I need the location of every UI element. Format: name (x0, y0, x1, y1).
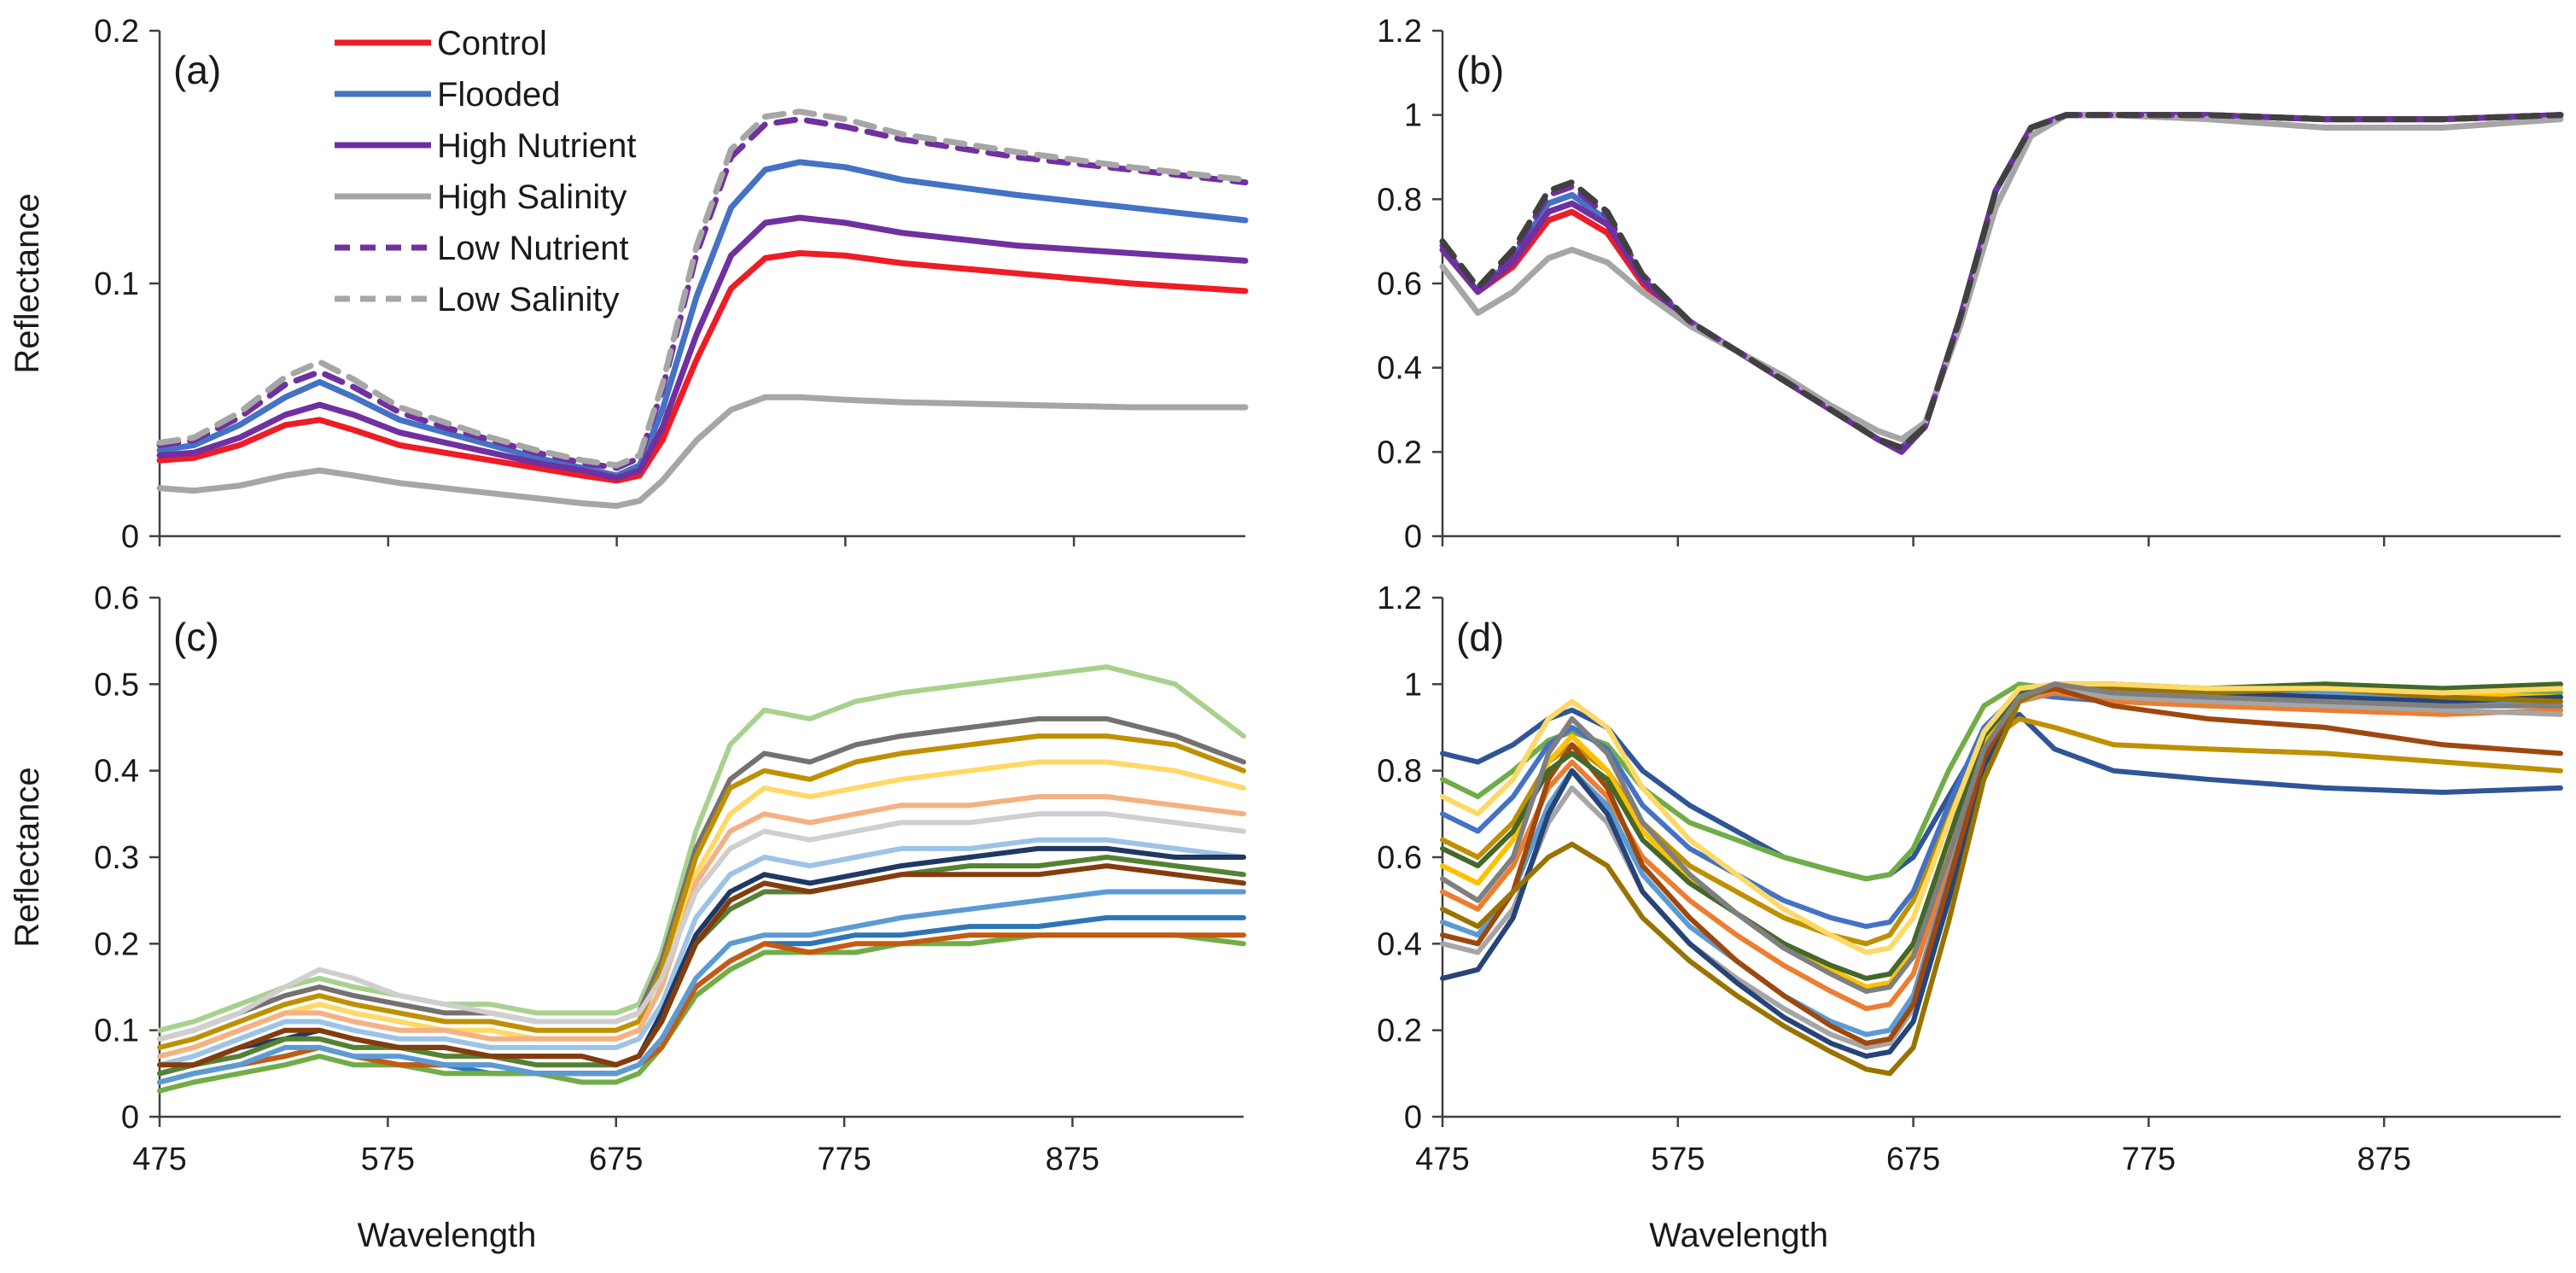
legend-label: High Salinity (437, 178, 627, 216)
series-line-low-salinity (1439, 112, 2564, 451)
series-line-sample-8 (1440, 686, 2563, 1050)
panel-label: (b) (1456, 48, 1504, 92)
panel-label: (d) (1456, 615, 1504, 659)
y-tick-label: 0.6 (1377, 840, 1422, 876)
x-tick-label: 775 (817, 1142, 871, 1177)
legend-label: Flooded (437, 76, 561, 114)
series-line-sample-1 (157, 664, 1246, 1033)
y-tick-label: 0.2 (94, 926, 139, 962)
series-line-sample-14 (1440, 681, 2563, 995)
series-line-sample-5 (157, 794, 1246, 1060)
y-tick-label: 0 (121, 1100, 139, 1136)
x-tick-label: 475 (132, 1142, 186, 1177)
x-tick-label: 475 (1415, 1142, 1469, 1177)
y-tick-label: 0.4 (1377, 351, 1422, 387)
panel-b: 0 0.2 0.4 0.6 0.8 1 1.2 (b) (1377, 14, 2564, 555)
x-tick-label: 575 (361, 1142, 415, 1177)
series-line-sample-14 (157, 889, 1246, 1085)
x-axis-label: Wavelength (358, 1217, 537, 1254)
series-line-sample-3 (157, 733, 1246, 1050)
y-tick-label: 0.8 (1377, 754, 1422, 790)
series-line-sample-11 (1440, 681, 2563, 1077)
legend: Control Flooded High Nutrient High Salinity… (335, 25, 636, 318)
y-tick-label: 0 (1404, 1100, 1422, 1136)
y-tick-label: 1 (1404, 667, 1422, 703)
y-tick-label: 0.2 (1377, 1013, 1422, 1049)
x-tick-label: 875 (2357, 1142, 2410, 1177)
y-axis-label: Reflectance (9, 193, 46, 373)
x-tick-label: 575 (1651, 1142, 1705, 1177)
x-tick-label: 875 (1046, 1142, 1099, 1177)
y-tick-label: 1.2 (1377, 581, 1422, 616)
series-line-sample-9 (157, 855, 1246, 1077)
series-line-flooded (1439, 112, 2564, 451)
series-line-high-nutrient (156, 214, 1249, 482)
series-line-low-nutrient (1439, 112, 2564, 451)
x-tick-label: 775 (2122, 1142, 2176, 1177)
y-tick-label: 0.1 (94, 266, 139, 302)
series-line-sample-10 (157, 863, 1246, 1068)
panel-c: 0 0.1 0.2 0.3 0.4 0.5 0.6 475 575 675 775 875 (c) Ref… (9, 581, 1246, 1254)
x-tick-label: 675 (1886, 1142, 1940, 1177)
series-line-control (1439, 112, 2564, 451)
y-tick-label: 0.8 (1377, 182, 1422, 218)
series-line-sample-2 (1440, 715, 2563, 947)
panel-a: 0 0.1 0.2 (a) Reflectance Control Flooded High … (9, 14, 1249, 555)
y-tick-label: 0.2 (94, 14, 139, 50)
y-tick-label: 0.4 (1377, 926, 1422, 962)
legend-label: Control (437, 25, 547, 62)
panel-label: (a) (173, 48, 221, 92)
series-line-high-salinity (1439, 112, 2564, 442)
series-line-sample-12 (157, 932, 1246, 1094)
series-line-sample-7 (157, 837, 1246, 1068)
series-line-low-nutrient (156, 116, 1249, 471)
panel-label: (c) (173, 615, 219, 659)
series-line-sample-6 (1440, 690, 2563, 1012)
x-axis-label: Wavelength (1649, 1217, 1828, 1254)
y-tick-label: 0.4 (94, 754, 139, 790)
y-tick-label: 0.6 (94, 581, 139, 616)
x-tick-label: 675 (589, 1142, 643, 1177)
y-tick-label: 0.5 (94, 667, 139, 703)
y-tick-label: 0.2 (1377, 435, 1422, 470)
legend-label: Low Salinity (437, 281, 619, 318)
y-tick-label: 0.6 (1377, 266, 1422, 302)
legend-label: Low Nutrient (437, 230, 629, 267)
series-line-sample-13 (157, 932, 1246, 1085)
series-line-high-nutrient (1439, 112, 2564, 455)
y-tick-label: 1.2 (1377, 14, 1422, 50)
y-tick-label: 1 (1404, 98, 1422, 134)
y-axis-label: Reflectance (9, 767, 46, 947)
series-line-sample-13 (1440, 681, 2563, 955)
y-tick-label: 0.1 (94, 1013, 139, 1049)
panel-d: 0 0.2 0.4 0.6 0.8 1 1.2 475 575 675 775 875 (d) Wavel… (1377, 581, 2563, 1254)
y-tick-label: 0 (121, 519, 139, 555)
y-tick-label: 0.3 (94, 840, 139, 876)
y-tick-label: 0 (1404, 519, 1422, 555)
series-line-low-salinity (156, 108, 1249, 469)
series-line-high-salinity (156, 394, 1249, 509)
series-line-sample-6 (157, 811, 1246, 1042)
legend-label: High Nutrient (437, 127, 636, 165)
